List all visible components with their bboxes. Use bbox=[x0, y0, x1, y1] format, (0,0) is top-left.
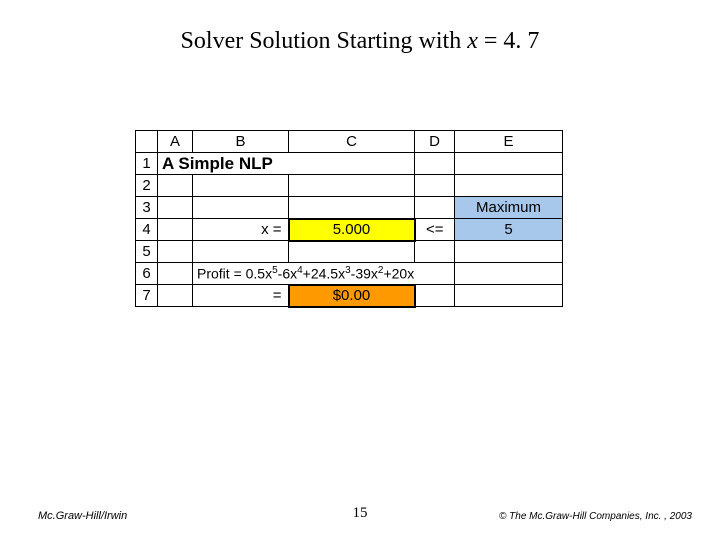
slide-title: Solver Solution Starting with x = 4. 7 bbox=[0, 28, 720, 55]
cell-C3 bbox=[289, 197, 415, 219]
cell-D1 bbox=[415, 153, 455, 175]
cell-D7 bbox=[415, 285, 455, 307]
cell-D2 bbox=[415, 175, 455, 197]
cell-nlp-title: A Simple NLP bbox=[158, 153, 289, 175]
cell-D3 bbox=[415, 197, 455, 219]
col-header-A: A bbox=[158, 131, 193, 153]
cell-B5 bbox=[193, 241, 289, 263]
cell-E2 bbox=[455, 175, 563, 197]
row-header-7: 7 bbox=[136, 285, 158, 307]
row-header-3: 3 bbox=[136, 197, 158, 219]
cell-D5 bbox=[415, 241, 455, 263]
cell-C1 bbox=[289, 153, 415, 175]
footer-copyright: © The Mc.Graw-Hill Companies, Inc. , 200… bbox=[499, 511, 692, 522]
col-header-C: C bbox=[289, 131, 415, 153]
cell-E7 bbox=[455, 285, 563, 307]
cell-maximum-value: 5 bbox=[455, 219, 563, 241]
cell-x-value: 5.000 bbox=[289, 219, 415, 241]
cell-A3 bbox=[158, 197, 193, 219]
cell-x-label: x = bbox=[193, 219, 289, 241]
formula-term-3: +24.5x bbox=[303, 266, 345, 282]
col-header-B: B bbox=[193, 131, 289, 153]
cell-B2 bbox=[193, 175, 289, 197]
row-header-6: 6 bbox=[136, 263, 158, 285]
cell-A2 bbox=[158, 175, 193, 197]
cell-C2 bbox=[289, 175, 415, 197]
row-header-1: 1 bbox=[136, 153, 158, 175]
col-header-D: D bbox=[415, 131, 455, 153]
corner-cell bbox=[136, 131, 158, 153]
cell-profit-formula: Profit = 0.5x5-6x4+24.5x3-39x2+20x bbox=[193, 263, 455, 285]
row-header-2: 2 bbox=[136, 175, 158, 197]
cell-profit-value: $0.00 bbox=[289, 285, 415, 307]
cell-E1 bbox=[455, 153, 563, 175]
spreadsheet: A B C D E 1 A Simple NLP 2 3 Max bbox=[135, 130, 563, 308]
formula-term-1: Profit = 0.5x bbox=[197, 266, 272, 282]
cell-leq: <= bbox=[415, 219, 455, 241]
cell-C5 bbox=[289, 241, 415, 263]
row-header-4: 4 bbox=[136, 219, 158, 241]
formula-term-5: +20x bbox=[383, 266, 414, 282]
cell-B3 bbox=[193, 197, 289, 219]
title-prefix: Solver Solution Starting with bbox=[181, 28, 468, 54]
cell-E5 bbox=[455, 241, 563, 263]
cell-A6 bbox=[158, 263, 193, 285]
cell-A7 bbox=[158, 285, 193, 307]
formula-term-4: -39x bbox=[351, 266, 378, 282]
cell-A5 bbox=[158, 241, 193, 263]
cell-A4 bbox=[158, 219, 193, 241]
formula-term-2: -6x bbox=[278, 266, 297, 282]
cell-E6 bbox=[455, 263, 563, 285]
title-suffix: = 4. 7 bbox=[478, 28, 540, 54]
col-header-E: E bbox=[455, 131, 563, 153]
cell-eq-label: = bbox=[193, 285, 289, 307]
cell-maximum-label: Maximum bbox=[455, 197, 563, 219]
row-header-5: 5 bbox=[136, 241, 158, 263]
title-variable: x bbox=[467, 28, 478, 54]
